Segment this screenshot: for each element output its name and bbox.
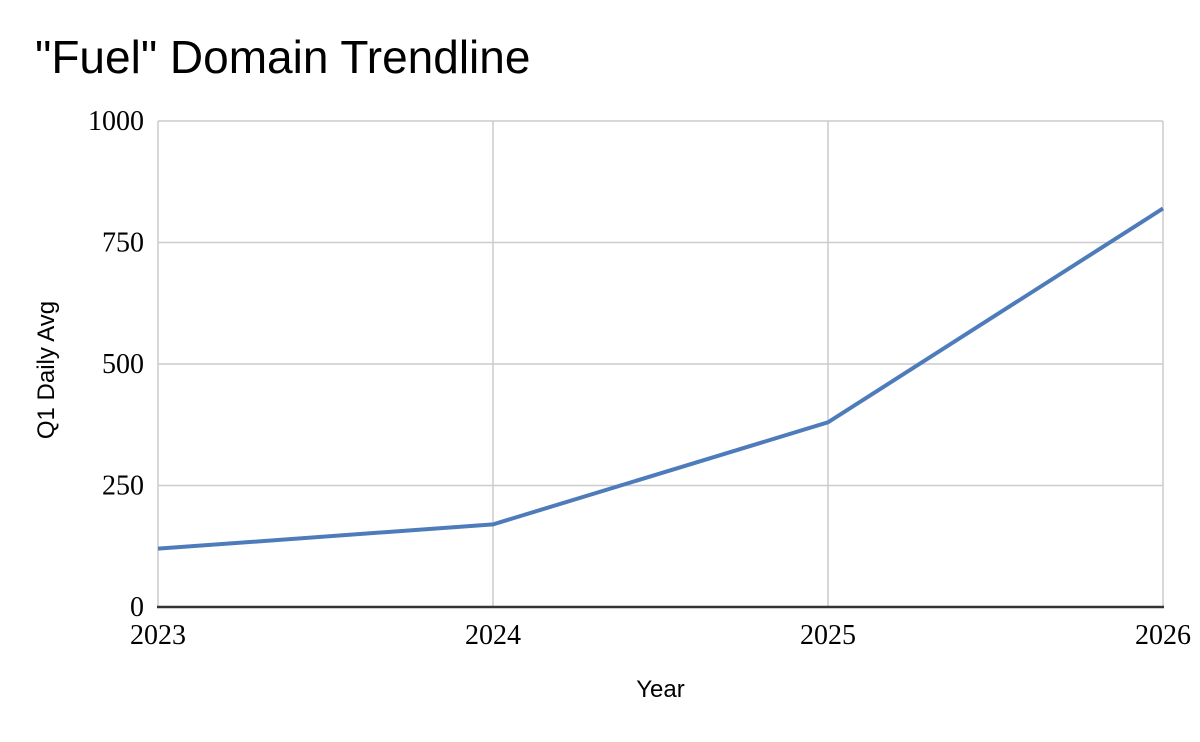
- x-tick-label: 2024: [465, 620, 521, 651]
- x-tick-label: 2023: [130, 620, 186, 651]
- y-tick-label: 0: [130, 592, 144, 623]
- y-tick-label: 750: [102, 228, 144, 259]
- x-axis-title: Year: [636, 676, 685, 703]
- x-tick-label: 2026: [1135, 620, 1191, 651]
- y-tick-label: 250: [102, 471, 144, 502]
- y-tick-label: 1000: [88, 106, 144, 137]
- x-tick-label: 2025: [800, 620, 856, 651]
- trend-line: [157, 206, 1165, 551]
- y-tick-label: 500: [102, 349, 144, 380]
- chart-title: "Fuel" Domain Trendline: [35, 31, 531, 83]
